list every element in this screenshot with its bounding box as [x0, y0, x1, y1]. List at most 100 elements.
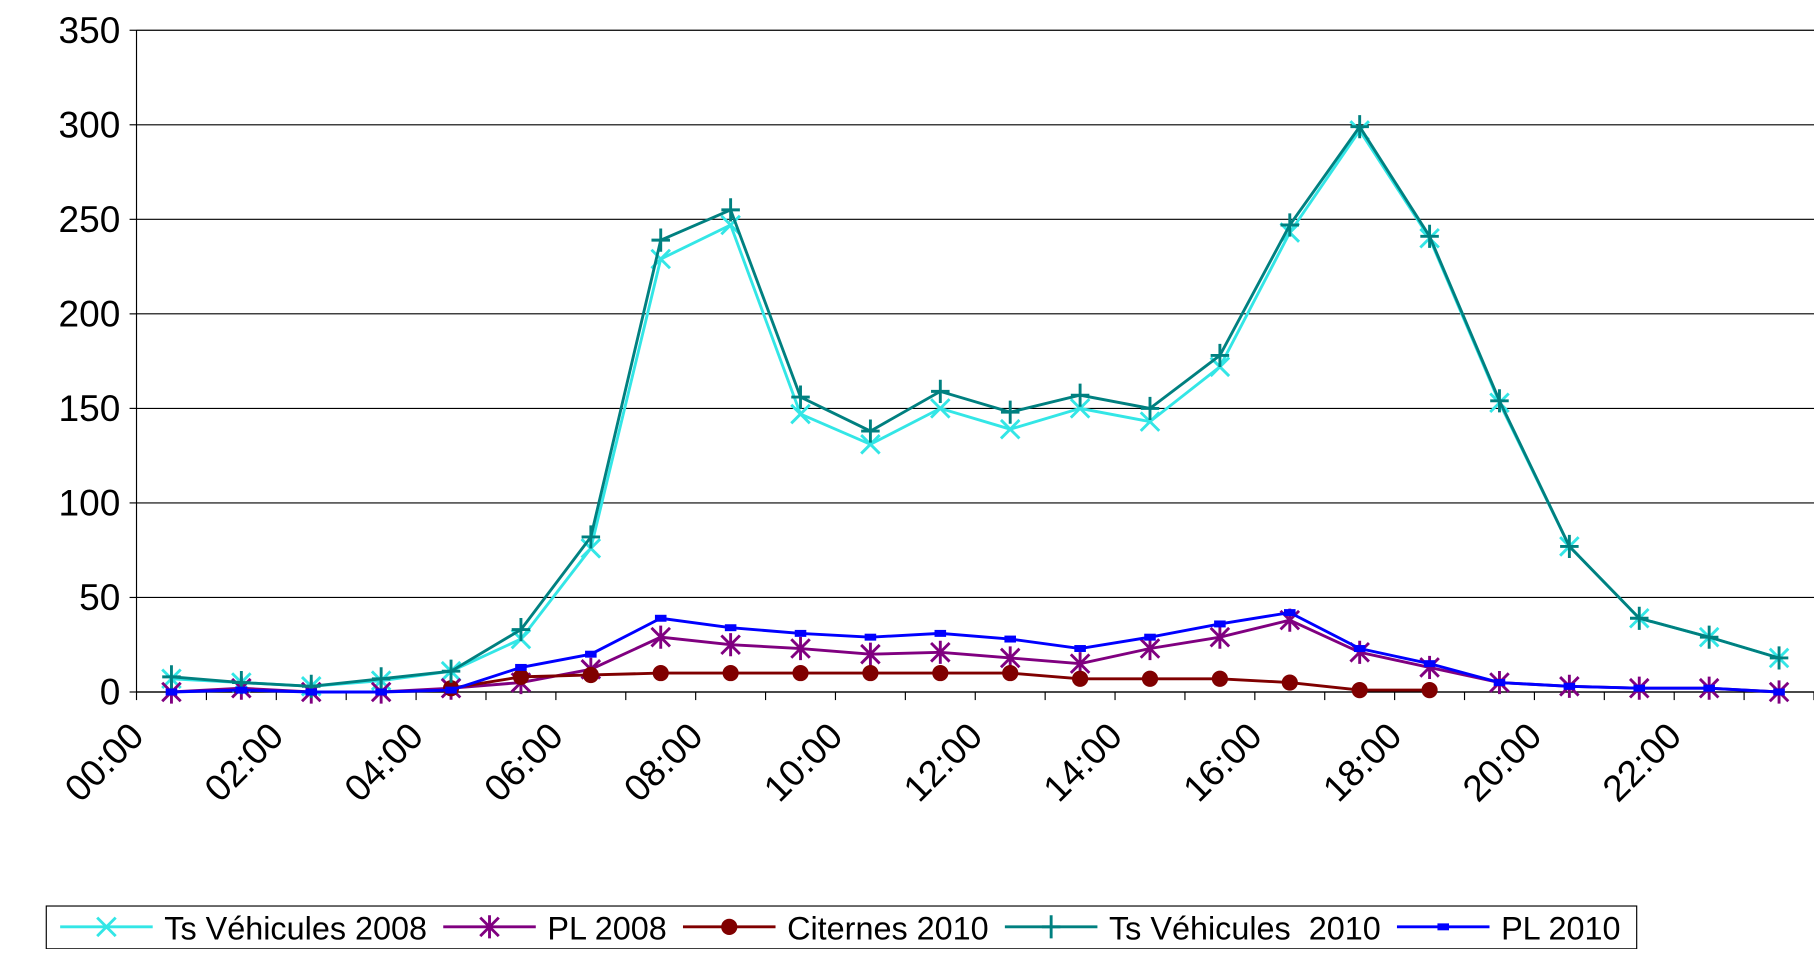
point: [1209, 625, 1231, 649]
y-tick-label: 350: [59, 9, 121, 51]
marker-shape: [931, 379, 950, 403]
marker-shape: [1563, 682, 1576, 690]
point: [1630, 606, 1649, 630]
point: [1072, 670, 1089, 687]
point: [792, 664, 809, 682]
point: [721, 198, 740, 222]
marker-shape: [721, 198, 740, 222]
marker-shape: [1139, 636, 1161, 661]
point: [1493, 679, 1506, 687]
marker-shape: [790, 636, 811, 661]
legend: Ts Véhicules 2008 PL 2008 Citernes 2010 Ts …: [45, 905, 1638, 950]
point: [235, 686, 248, 694]
point: [1560, 534, 1579, 558]
point: [1000, 400, 1020, 424]
marker-shape: [862, 664, 879, 682]
point: [931, 379, 950, 403]
marker-shape: [162, 665, 181, 689]
marker-shape: [722, 664, 739, 682]
series-line: [171, 618, 1780, 694]
point: [932, 664, 949, 682]
point: [791, 385, 810, 409]
legend-label: Ts Véhicules 2008: [164, 911, 427, 947]
marker-shape: [1280, 213, 1300, 237]
series-line: [171, 124, 1780, 688]
point: [1281, 674, 1298, 691]
marker-shape: [650, 625, 672, 649]
point: [1144, 633, 1156, 641]
marker-shape: [1144, 633, 1156, 641]
marker-shape: [1493, 679, 1506, 687]
point: [581, 525, 601, 549]
y-tick-label: 100: [59, 482, 121, 524]
point: [1280, 213, 1300, 237]
marker-shape: [861, 419, 880, 443]
y-tick-label: 250: [59, 198, 121, 240]
marker-shape: [721, 918, 738, 935]
point: [165, 688, 178, 696]
marker-shape: [1437, 923, 1450, 931]
marker-shape: [305, 688, 318, 696]
marker-shape: [1140, 396, 1160, 420]
marker-shape: [235, 686, 248, 694]
marker-shape: [1209, 625, 1231, 649]
marker-shape: [930, 398, 951, 419]
marker-shape: [512, 668, 530, 685]
point: [1004, 635, 1016, 643]
point: [511, 618, 531, 642]
marker-shape: [1490, 389, 1509, 413]
marker-shape: [1769, 646, 1789, 670]
point: [1490, 389, 1509, 413]
point: [651, 228, 670, 252]
point: [512, 668, 530, 685]
x-tick-label: 14:00: [1035, 714, 1130, 809]
point: [1773, 688, 1785, 696]
point: [1423, 660, 1436, 668]
legend-label: PL 2010: [1501, 911, 1620, 947]
point: [934, 629, 947, 637]
marker-shape: [1214, 620, 1226, 628]
marker-shape: [1560, 534, 1579, 558]
point: [1633, 684, 1646, 692]
marker-shape: [720, 633, 741, 657]
point: [722, 664, 739, 682]
marker-shape: [441, 659, 461, 683]
point: [585, 650, 597, 658]
point: [162, 665, 181, 689]
point: [1703, 684, 1715, 692]
legend-marker: [1041, 915, 1061, 939]
point: [1139, 636, 1161, 661]
marker-shape: [1000, 400, 1020, 424]
marker-shape: [1041, 915, 1061, 939]
point: [1351, 682, 1368, 699]
point: [1210, 343, 1230, 368]
marker-shape: [371, 667, 391, 691]
point: [720, 633, 741, 657]
point: [864, 633, 877, 641]
point: [654, 614, 667, 622]
point: [1139, 411, 1161, 432]
point: [1421, 682, 1438, 699]
point: [790, 403, 811, 425]
marker-shape: [1699, 625, 1719, 649]
marker-shape: [932, 664, 949, 682]
marker-shape: [1002, 664, 1019, 682]
point: [1002, 664, 1019, 682]
x-tick-label: 18:00: [1314, 714, 1409, 809]
marker-shape: [445, 686, 457, 694]
series-line: [171, 611, 1780, 694]
marker-shape: [792, 664, 809, 682]
point: [930, 640, 951, 664]
point: [371, 667, 391, 691]
x-tick-label: 06:00: [476, 714, 571, 809]
point: [860, 642, 881, 666]
marker-shape: [720, 214, 741, 236]
marker-shape: [999, 418, 1021, 440]
point: [1699, 625, 1719, 649]
point: [1563, 682, 1576, 690]
marker-shape: [582, 666, 599, 684]
marker-shape: [96, 916, 117, 938]
x-tick-label: 20:00: [1454, 714, 1549, 809]
point: [860, 434, 881, 455]
